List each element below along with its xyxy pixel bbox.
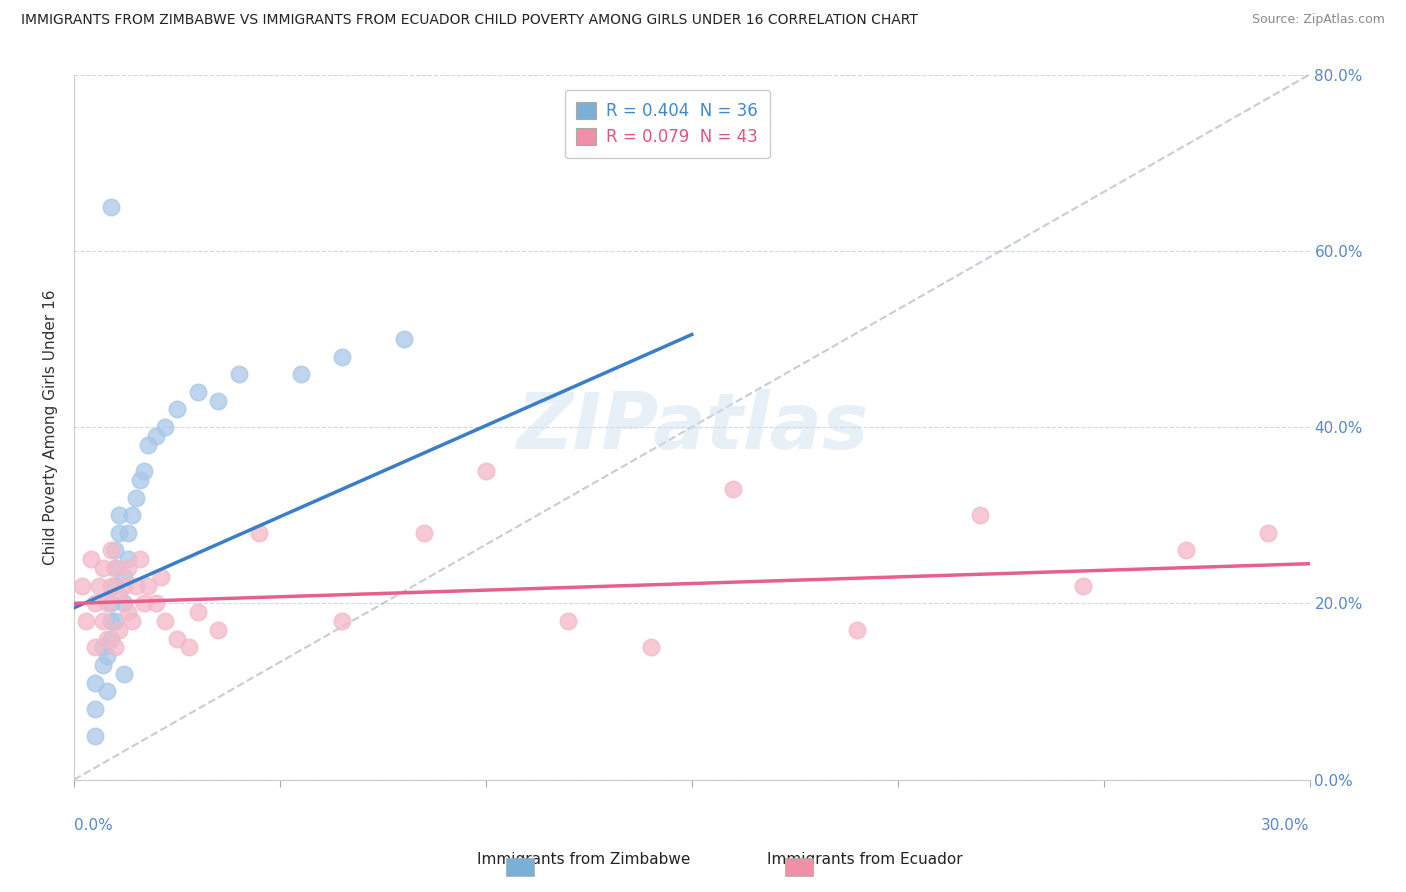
Point bbox=[91, 658, 114, 673]
Point bbox=[100, 632, 122, 646]
Point bbox=[100, 596, 122, 610]
Point bbox=[83, 702, 105, 716]
Y-axis label: Child Poverty Among Girls Under 16: Child Poverty Among Girls Under 16 bbox=[44, 289, 58, 565]
Point bbox=[475, 464, 498, 478]
Point bbox=[721, 482, 744, 496]
Point bbox=[112, 666, 135, 681]
Point bbox=[91, 614, 114, 628]
Point bbox=[75, 614, 97, 628]
Point bbox=[153, 420, 176, 434]
Point bbox=[207, 393, 229, 408]
Point bbox=[149, 570, 172, 584]
Point bbox=[392, 332, 415, 346]
Point bbox=[166, 402, 188, 417]
Text: Source: ZipAtlas.com: Source: ZipAtlas.com bbox=[1251, 13, 1385, 27]
Point bbox=[330, 614, 353, 628]
Point bbox=[83, 729, 105, 743]
Point bbox=[104, 543, 127, 558]
Point bbox=[79, 552, 101, 566]
Point bbox=[100, 543, 122, 558]
Point bbox=[207, 623, 229, 637]
Point bbox=[104, 561, 127, 575]
Point bbox=[228, 367, 250, 381]
Point bbox=[132, 596, 155, 610]
Point bbox=[129, 552, 152, 566]
Point bbox=[104, 614, 127, 628]
Point bbox=[112, 579, 135, 593]
Point bbox=[125, 491, 148, 505]
Point bbox=[96, 649, 118, 664]
Point bbox=[187, 384, 209, 399]
Point bbox=[87, 579, 110, 593]
Point bbox=[108, 525, 131, 540]
Point bbox=[108, 623, 131, 637]
Point bbox=[640, 640, 662, 655]
Point bbox=[136, 579, 159, 593]
Point bbox=[145, 429, 167, 443]
Point bbox=[100, 200, 122, 214]
Point bbox=[153, 614, 176, 628]
Point bbox=[104, 640, 127, 655]
Point bbox=[112, 570, 135, 584]
Point bbox=[117, 605, 139, 619]
Point bbox=[108, 508, 131, 523]
Point bbox=[72, 579, 94, 593]
Point bbox=[845, 623, 868, 637]
Point bbox=[179, 640, 201, 655]
Point bbox=[83, 675, 105, 690]
Point bbox=[129, 473, 152, 487]
Point bbox=[117, 552, 139, 566]
Text: IMMIGRANTS FROM ZIMBABWE VS IMMIGRANTS FROM ECUADOR CHILD POVERTY AMONG GIRLS UN: IMMIGRANTS FROM ZIMBABWE VS IMMIGRANTS F… bbox=[21, 13, 918, 28]
Point bbox=[247, 525, 270, 540]
Point bbox=[136, 438, 159, 452]
Point bbox=[121, 508, 143, 523]
Point bbox=[83, 596, 105, 610]
Point bbox=[108, 588, 131, 602]
Point bbox=[96, 596, 118, 610]
Point bbox=[100, 614, 122, 628]
Point bbox=[96, 684, 118, 698]
Point bbox=[104, 579, 127, 593]
Legend: R = 0.404  N = 36, R = 0.079  N = 43: R = 0.404 N = 36, R = 0.079 N = 43 bbox=[565, 90, 769, 158]
Point bbox=[100, 579, 122, 593]
Point bbox=[83, 640, 105, 655]
Text: Immigrants from Ecuador: Immigrants from Ecuador bbox=[766, 852, 963, 867]
Point bbox=[1257, 525, 1279, 540]
Text: 30.0%: 30.0% bbox=[1261, 818, 1309, 833]
Point bbox=[969, 508, 991, 523]
Point bbox=[132, 464, 155, 478]
Point bbox=[125, 579, 148, 593]
Point bbox=[413, 525, 436, 540]
Point bbox=[166, 632, 188, 646]
Text: Immigrants from Zimbabwe: Immigrants from Zimbabwe bbox=[477, 852, 690, 867]
Text: ZIPatlas: ZIPatlas bbox=[516, 389, 868, 465]
Point bbox=[96, 632, 118, 646]
Point bbox=[290, 367, 312, 381]
Point bbox=[117, 525, 139, 540]
Point bbox=[187, 605, 209, 619]
Point bbox=[121, 614, 143, 628]
Point bbox=[104, 561, 127, 575]
Point bbox=[1175, 543, 1198, 558]
Point bbox=[557, 614, 579, 628]
Point bbox=[1071, 579, 1094, 593]
Point bbox=[112, 596, 135, 610]
Point bbox=[145, 596, 167, 610]
Point bbox=[91, 561, 114, 575]
Point bbox=[330, 350, 353, 364]
Point bbox=[91, 640, 114, 655]
Point bbox=[117, 561, 139, 575]
Text: 0.0%: 0.0% bbox=[75, 818, 112, 833]
